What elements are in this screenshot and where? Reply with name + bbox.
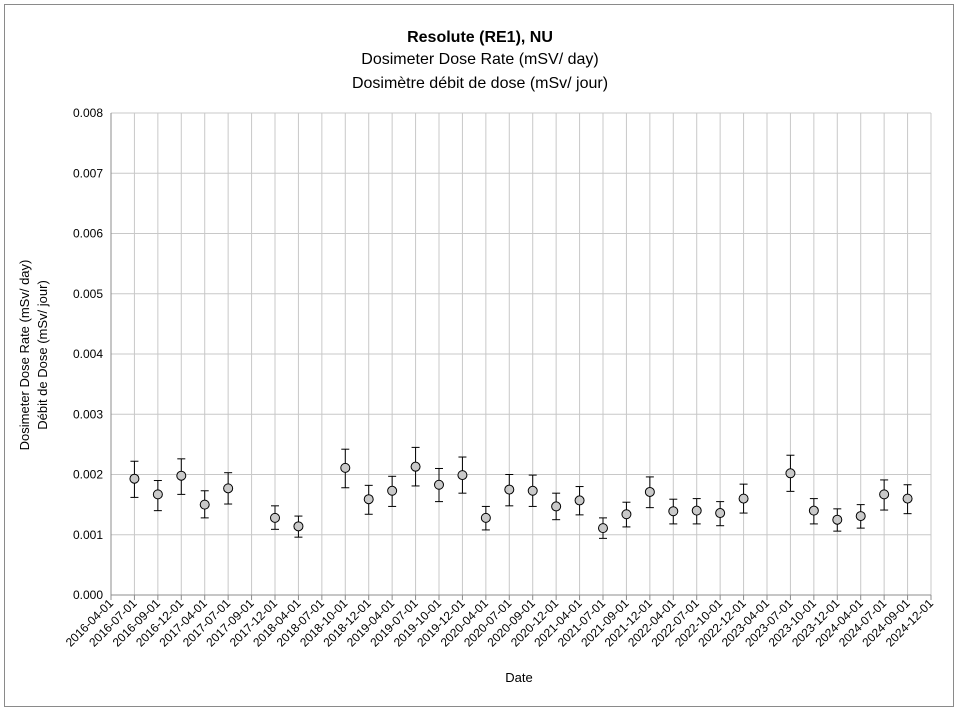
x-axis-label: Date [505,670,532,685]
y-tick-label: 0.000 [73,588,103,602]
y-tick-label: 0.008 [73,106,103,120]
data-point [574,486,585,516]
grid-layer [110,112,932,600]
data-point [504,474,515,507]
point-marker [738,493,749,504]
point-marker [527,485,538,496]
data-point [176,458,187,495]
data-point [855,504,866,529]
data-point [668,498,679,525]
point-marker [152,489,163,500]
chart-subtitle-en: Dosimeter Dose Rate (mSV/ day) [361,51,598,68]
data-point [457,456,468,494]
data-point [691,498,702,525]
y-axis-ticks: 0.000 0.001 0.002 0.003 0.004 0.005 0.006 0.007… [73,106,103,602]
data-point [598,517,608,539]
y-axis-label-fr: Débit de Dose (mSv/ jour) [35,280,50,430]
point-marker [691,505,702,516]
point-marker [808,505,819,516]
data-point [223,472,234,505]
point-marker [715,508,726,519]
point-marker [879,489,890,500]
data-point [129,460,140,498]
data-point [902,484,913,515]
data-point [293,515,304,538]
data-point [715,501,726,527]
data-point [270,505,280,530]
point-marker [902,493,913,504]
y-tick-label: 0.004 [73,347,103,361]
point-marker [644,486,655,497]
point-marker [434,479,444,490]
point-marker [457,470,468,481]
point-marker [410,461,421,472]
point-marker [129,473,140,484]
point-marker [480,512,491,523]
data-point [434,467,444,503]
point-marker [668,506,679,517]
point-marker [785,468,796,479]
point-marker [598,523,608,534]
point-marker [340,462,351,473]
y-tick-label: 0.002 [73,468,103,482]
point-marker [176,470,187,481]
data-point [480,505,491,531]
y-tick-label: 0.001 [73,528,103,542]
data-point [551,492,562,521]
point-marker [551,501,562,512]
point-marker [270,512,280,523]
data-points [129,446,913,539]
chart-subtitle-fr: Dosimètre débit de dose (mSv/ jour) [352,75,608,92]
data-point [340,448,351,489]
point-marker [504,484,515,495]
chart-frame: Resolute (RE1), NU Dosimeter Dose Rate (… [4,4,954,707]
point-marker [621,509,632,520]
y-tick-label: 0.006 [73,227,103,241]
y-tick-label: 0.007 [73,166,103,180]
data-point [832,508,843,532]
dose-rate-chart: Resolute (RE1), NU Dosimeter Dose Rate (… [17,29,937,685]
point-marker [363,494,374,505]
point-marker [223,483,234,494]
data-point [527,474,538,507]
x-axis-ticks: 2016-04-012016-07-012016-09-012016-12-01… [63,596,937,650]
data-point [738,483,749,514]
data-point [644,476,655,509]
point-marker [832,514,843,525]
point-marker [293,521,304,532]
chart-title: Resolute (RE1), NU [407,29,553,46]
data-point [387,475,398,507]
data-point [363,484,374,515]
data-point [785,454,796,492]
point-marker [387,485,398,496]
data-point [808,498,819,525]
data-point [621,501,632,528]
point-marker [855,511,866,522]
y-axis-label-en: Dosimeter Dose Rate (mSv/ day) [17,260,32,451]
data-point [410,446,421,487]
data-point [199,490,210,519]
point-marker [199,499,210,510]
point-marker [574,495,585,506]
y-tick-label: 0.005 [73,287,103,301]
data-point [152,480,163,512]
y-tick-label: 0.003 [73,407,103,421]
data-point [879,479,890,511]
